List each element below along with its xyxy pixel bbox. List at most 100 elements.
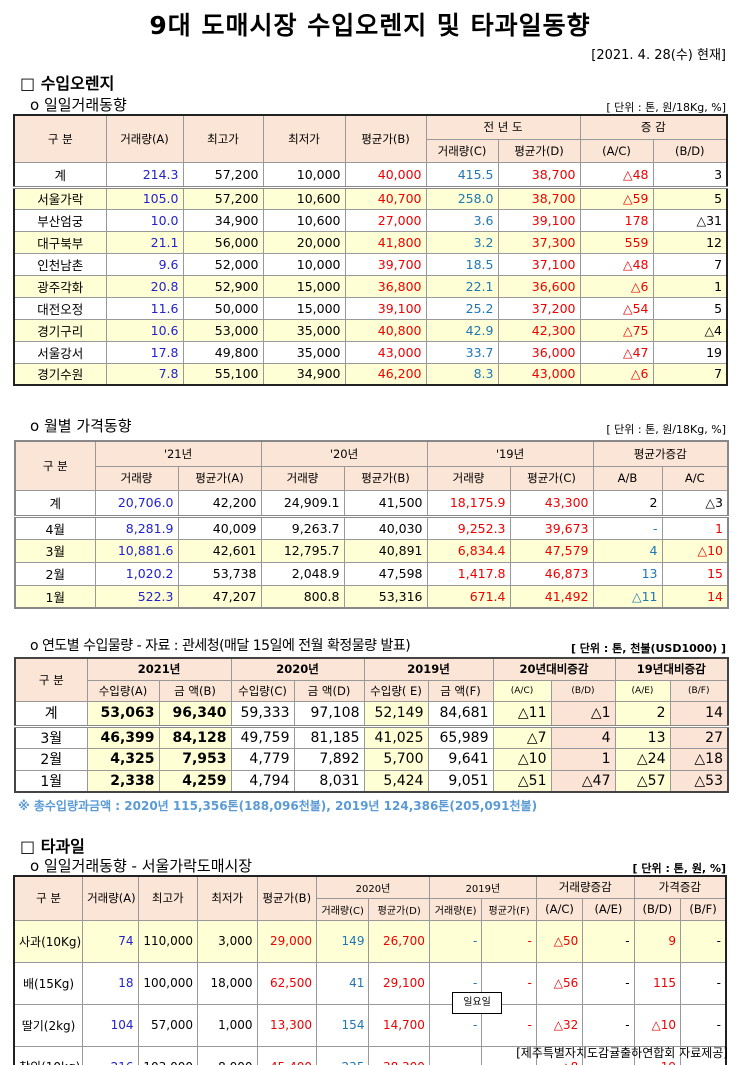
yearly-unit-label: [ 단위 : 톤, 천불(USD1000) ] [570, 642, 726, 655]
table-cell: 2,048.9 [260, 561, 345, 586]
table-row: 서울강서 17.8 49,800 35,000 43,000 33.7 36,000 △47 1… [13, 340, 728, 364]
header-cell: 평균가(A) [177, 465, 262, 491]
table-cell: 216 [82, 1045, 139, 1065]
header-cell: 구 분 [13, 875, 84, 921]
table-row: 딸기(2kg) 104 57,000 1,000 13,300 154 14,700- - △3… [13, 1003, 727, 1047]
row-label: 인천남촌 [13, 252, 107, 276]
row-label: 경기구리 [13, 318, 107, 342]
header-cell: A/C [661, 465, 729, 491]
table-row: 3월 10,881.6 42,601 12,795.7 40,891 6,834.4 47,… [14, 538, 729, 563]
header-cell: 금 액(D) [293, 679, 365, 702]
table-cell: 235 [316, 1045, 370, 1065]
table-cell: 10,000 [262, 161, 346, 188]
table-cell: 43,300 [509, 489, 594, 517]
orange-yearly-import-table: 구 분 2021년 2020년 2019년 20년대비증감 19년대비증감 수입량(A) 금… [14, 657, 729, 793]
table-cell: 56,000 [182, 230, 264, 254]
table-cell: 9.6 [105, 252, 184, 276]
table-cell: 36,800 [344, 274, 427, 298]
table-cell: 10,000 [262, 252, 346, 276]
table-cell: △51 [492, 769, 552, 793]
header-cell: 구 분 [14, 440, 96, 491]
other-unit-label: [ 단위 : 톤, 원, %] [632, 862, 726, 875]
table-cell: 25.2 [425, 296, 499, 320]
table-row: 계 214.3 57,200 10,000 40,000 415.5 38,700 △48 3 [13, 161, 728, 188]
table-cell: △11 [592, 584, 663, 609]
table-cell: - [680, 1003, 727, 1047]
table-cell: 105.0 [105, 186, 184, 210]
row-label: 대전오정 [13, 296, 107, 320]
table-cell: 10.6 [105, 318, 184, 342]
table-row: 대구북부 21.1 56,000 20,000 41,800 3.2 37,300 559 12 [13, 230, 728, 254]
table-cell: 40,000 [344, 161, 427, 188]
row-label: 계 [14, 489, 96, 517]
total-import-note: ※ 총수입량과금액 : 2020년 115,356톤(188,096천불), 2… [18, 799, 538, 813]
table-cell: △10 [661, 538, 729, 563]
table-cell: 34,900 [182, 208, 264, 232]
table-row: 2월 4,325 7,953 4,779 7,892 5,700 9,641 △10 1 △24 △… [14, 747, 729, 771]
header-cell: 수입량( E) [363, 679, 429, 702]
row-label: 2월 [14, 747, 88, 771]
table-cell: 46,873 [509, 561, 594, 586]
table-cell: 36,600 [497, 274, 581, 298]
monthly-price-subtitle: o 월별 가격동향 [30, 417, 132, 435]
table-cell: 7,892 [293, 747, 365, 771]
table-cell: 41,800 [344, 230, 427, 254]
table-cell: 2 [614, 700, 671, 727]
table-cell: 13 [614, 725, 671, 749]
table-cell: 29,100 [368, 961, 430, 1005]
table-cell: 97,108 [293, 700, 365, 727]
header-cell: '19년 [426, 440, 594, 467]
table-cell: 19 [652, 340, 728, 364]
table-cell: 800.8 [260, 584, 345, 609]
header-cell: 거래량 [260, 465, 345, 491]
table-row: 배(15Kg) 18 100,000 18,000 62,500 41 29,100- - △5… [13, 961, 727, 1005]
row-label: 2월 [14, 561, 96, 586]
table-row: 계 53,063 96,340 59,333 97,108 52,149 84,681 △11… [14, 700, 729, 727]
table-cell: 103,000 [137, 1045, 199, 1065]
table-cell: 53,063 [86, 700, 160, 727]
table-cell: 7 [652, 252, 728, 276]
table-cell: 50,000 [182, 296, 264, 320]
table-row: 3월 46,399 84,128 49,759 81,185 41,025 65,989 △7… [14, 725, 729, 749]
table-cell: 9,252.3 [426, 515, 511, 540]
table-cell: 13,300 [256, 1003, 318, 1047]
table-cell: 39,700 [344, 252, 427, 276]
table-row: 대전오정 11.6 50,000 15,000 39,100 25.2 37,200 △54 5 [13, 296, 728, 320]
table-cell: 46,200 [344, 362, 427, 386]
header-cell: '21년 [94, 440, 262, 467]
table-cell: △75 [579, 318, 654, 342]
table-cell: 3.2 [425, 230, 499, 254]
table-cell: 27 [669, 725, 729, 749]
header-cell: 거래량증감 [535, 875, 635, 899]
table-cell: △4 [652, 318, 728, 342]
table-cell: 10,600 [262, 186, 346, 210]
table-cell: 37,100 [497, 252, 581, 276]
table-cell: △6 [579, 362, 654, 386]
table-row: 1월 2,338 4,259 4,794 8,031 5,424 9,051 △51 △47 △5… [14, 769, 729, 793]
table-cell: 37,300 [497, 230, 581, 254]
row-label: 광주각화 [13, 274, 107, 298]
table-cell: 559 [579, 230, 654, 254]
table-cell: - [481, 1045, 537, 1065]
sunday-note-popup: 일요일 [452, 992, 502, 1014]
table-cell: 14,700 [368, 1003, 430, 1047]
orange-monthly-table: 구 분 '21년 '20년 '19년 평균가증감 거래량 평균가(A) 거래량 평균가(B) 거… [14, 440, 729, 609]
row-label: 서울가락 [13, 186, 107, 210]
table-cell: △59 [579, 186, 654, 210]
header-cell: 구 분 [13, 114, 107, 163]
source-credit: [제주특별자치도감귤출하연합회 자료제공] [516, 1046, 728, 1060]
table-cell: 84,681 [427, 700, 494, 727]
table-cell: 29,000 [256, 919, 318, 963]
header-cell: 거래량 [94, 465, 179, 491]
header-cell: 2019년 [363, 657, 494, 681]
row-label: 사과(10Kg) [13, 919, 84, 963]
table-cell: △32 [535, 1003, 584, 1047]
header-cell: 2019년 [428, 875, 537, 899]
table-cell: 53,000 [182, 318, 264, 342]
row-label: 3월 [14, 725, 88, 749]
header-cell: 구 분 [14, 657, 88, 702]
table-cell: 7 [652, 362, 728, 386]
table-cell: 149 [316, 919, 370, 963]
table-cell: 9 [633, 919, 682, 963]
